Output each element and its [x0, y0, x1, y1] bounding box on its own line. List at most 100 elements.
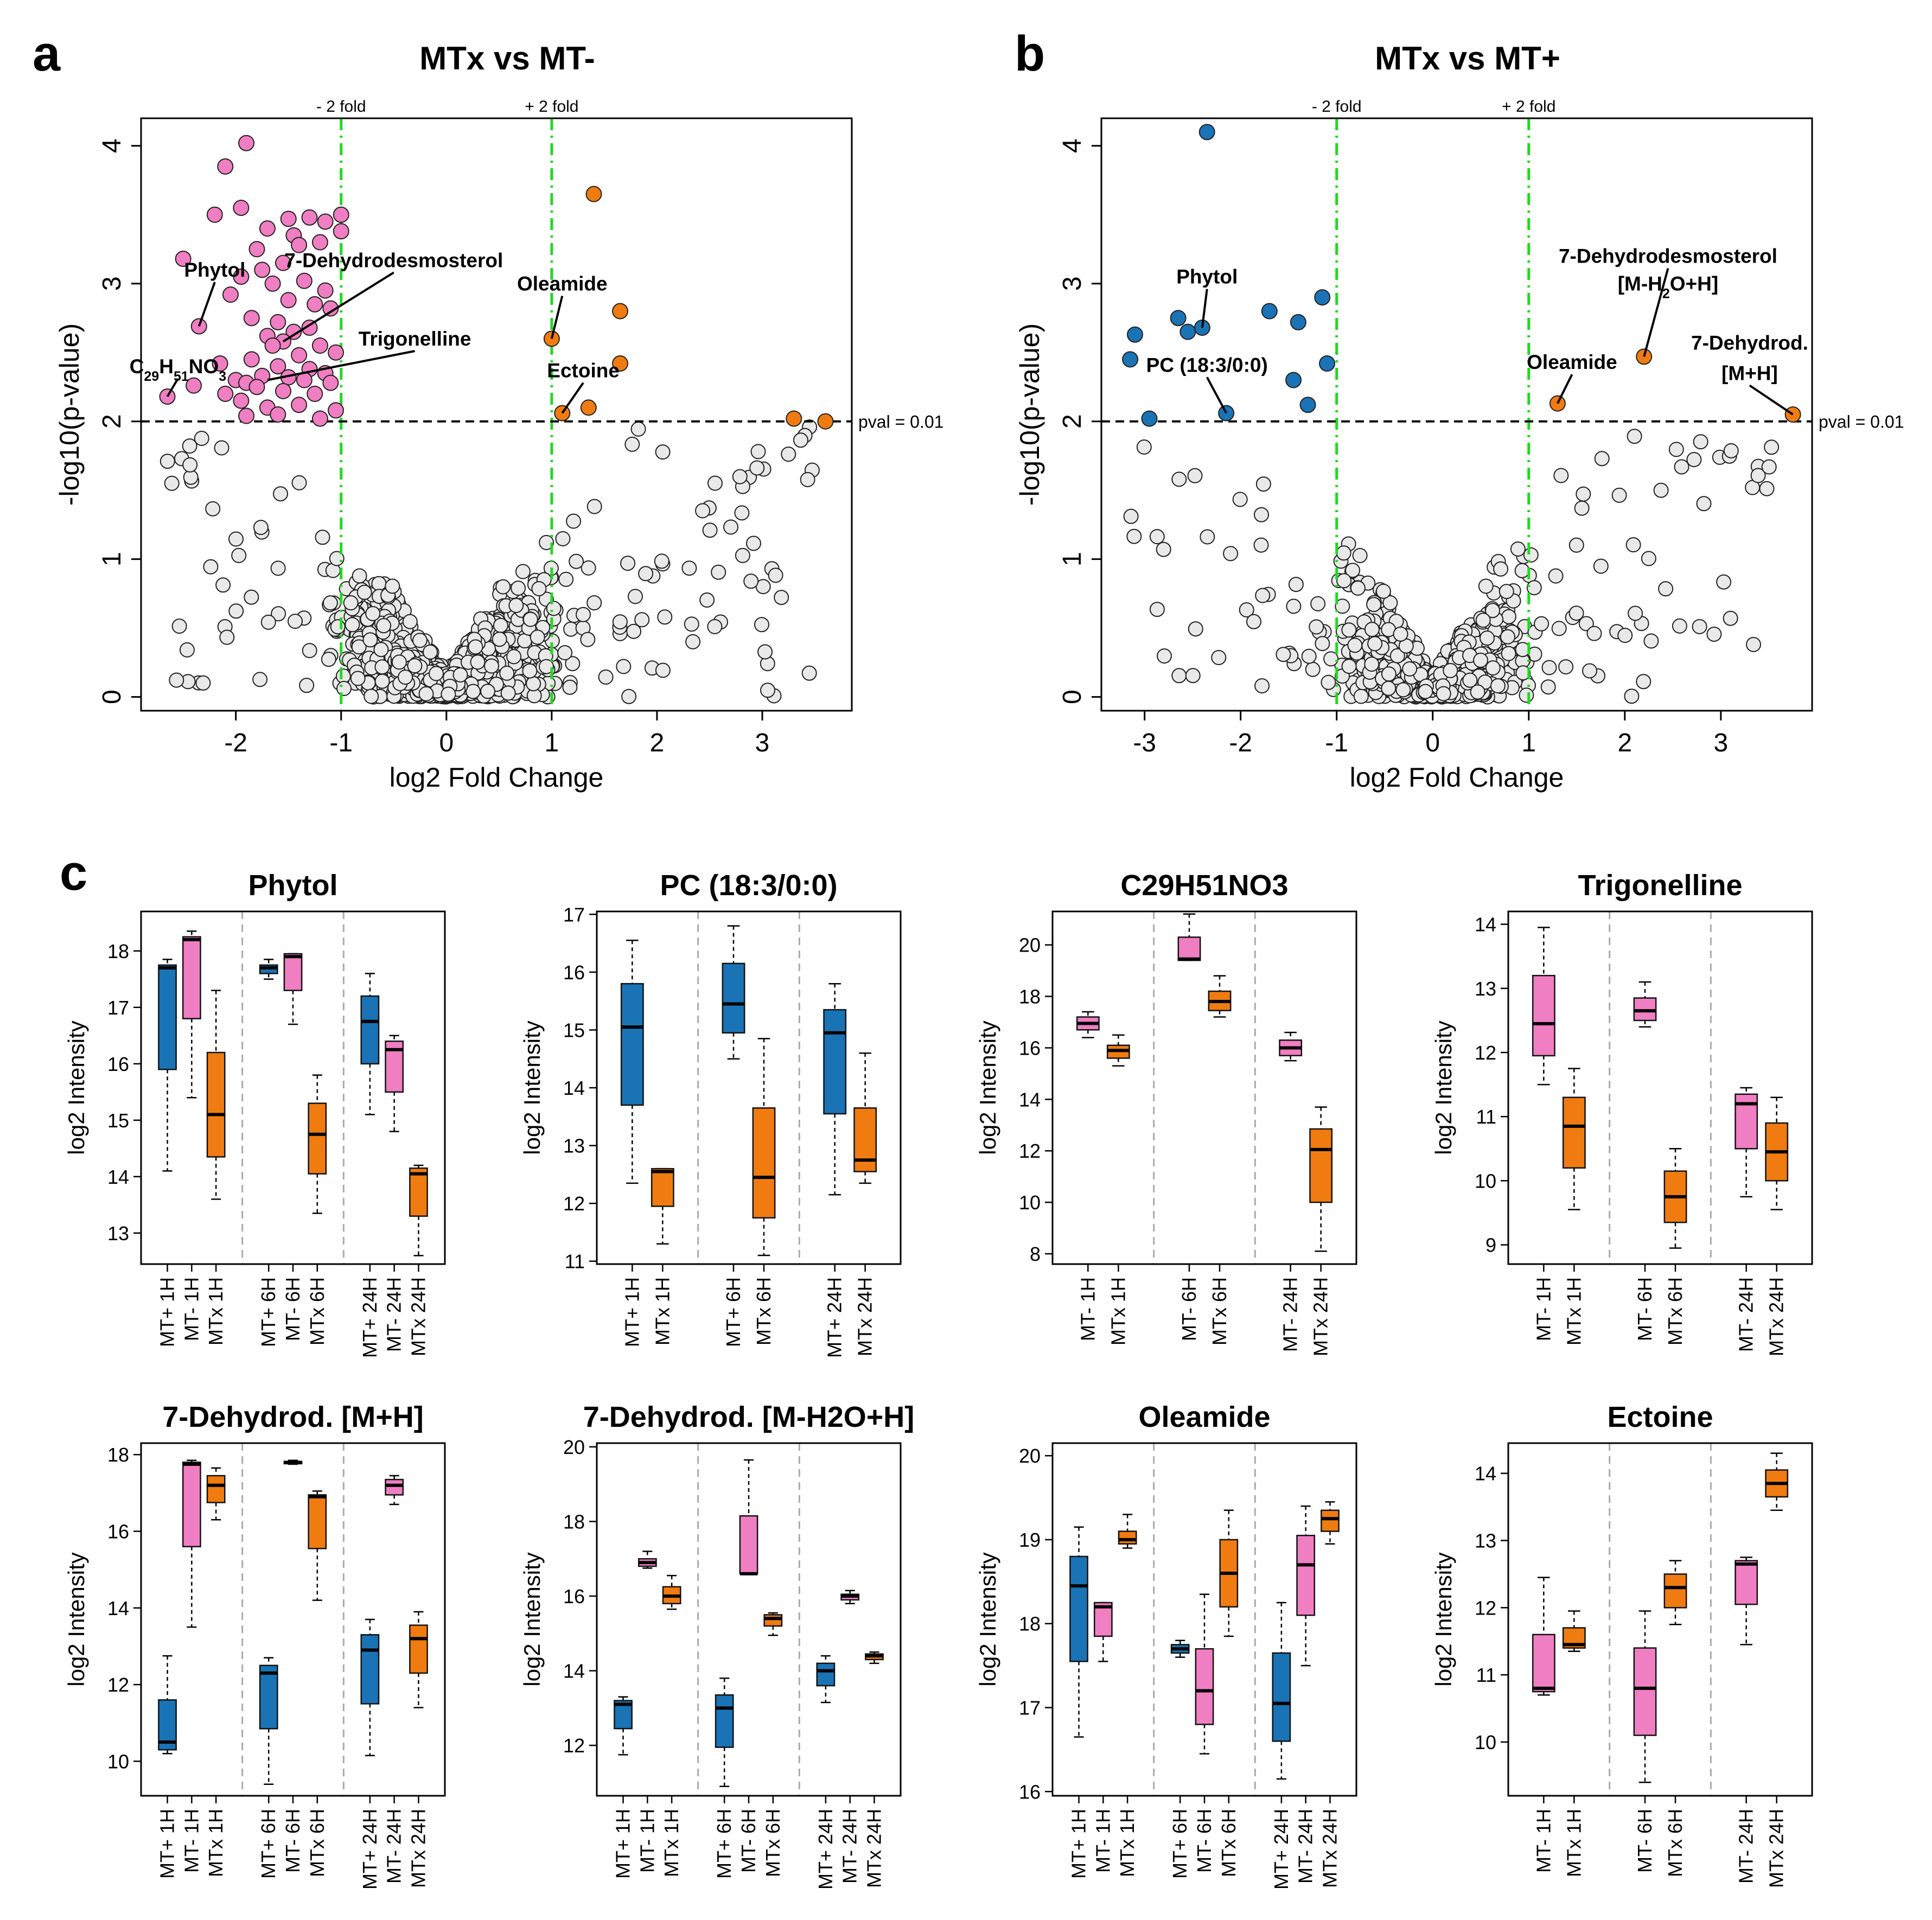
- neutral-point: [291, 475, 307, 490]
- y-tick-label: 18: [107, 1444, 129, 1466]
- neutral-point: [743, 573, 759, 589]
- y-tick-label: 13: [563, 1135, 585, 1157]
- neutral-point: [228, 603, 244, 619]
- neutral-point: [684, 616, 699, 632]
- minus-fold-label-b: - 2 fold: [1312, 98, 1362, 116]
- x-tick-label: 1: [545, 729, 559, 757]
- up-regulated-point: [612, 303, 629, 320]
- neutral-point: [1636, 674, 1652, 690]
- neutral-point: [1594, 451, 1610, 467]
- neutral-point: [757, 644, 773, 660]
- up-regulated-point: [817, 413, 834, 430]
- neutral-point: [1548, 568, 1564, 584]
- box-MT+: [816, 1662, 836, 1687]
- neutral-point: [1126, 528, 1142, 544]
- y-tick-label: 15: [107, 1109, 129, 1132]
- neutral-point: [754, 617, 769, 633]
- neutral-point: [1246, 614, 1261, 629]
- y-tick-label: 18: [563, 1510, 585, 1533]
- neutral-point: [702, 522, 718, 538]
- neutral-point: [530, 629, 545, 645]
- neutral-point: [1641, 551, 1656, 566]
- plus-fold-label-b: + 2 fold: [1502, 98, 1555, 116]
- box-MT+: [259, 1664, 278, 1730]
- neutral-point: [336, 681, 352, 696]
- neutral-point: [1558, 659, 1574, 675]
- neutral-point: [1643, 633, 1659, 649]
- neutral-point: [1693, 434, 1708, 450]
- boxplot-panel: PC (18:3/0:0) MT+ 1H MTx 1H MT+ 6H MTx 6H MT+…: [519, 869, 902, 1358]
- neutral-point: [699, 592, 715, 608]
- neutral-point: [1499, 584, 1514, 599]
- down-regulated-point: [328, 402, 345, 419]
- neutral-point: [707, 475, 723, 491]
- neutral-point: [1515, 665, 1531, 681]
- boxplot-frame: [1051, 910, 1357, 1265]
- neutral-point: [774, 590, 789, 605]
- neutral-point: [1653, 482, 1669, 498]
- box-MTx: [206, 1051, 226, 1158]
- neutral-point: [1187, 468, 1203, 483]
- neutral-point: [562, 679, 578, 695]
- box-MT+: [620, 983, 644, 1106]
- neutral-point: [1696, 496, 1712, 512]
- box-MTx: [308, 1494, 327, 1549]
- x-tick-label: MT- 1H: [180, 1277, 202, 1341]
- x-tick-label: MT- 1H: [1532, 1277, 1554, 1341]
- boxplot-panel: 7-Dehydrod. [M-H2O+H] MT+ 1H MT- 1H MTx 1H M…: [519, 1401, 914, 1890]
- y-axis-label: log2 Intensity: [975, 1020, 1000, 1155]
- neutral-point: [1478, 578, 1494, 594]
- neutral-point: [1156, 541, 1171, 557]
- x-tick-label: MT- 1H: [1092, 1809, 1114, 1873]
- y-tick-label: 13: [107, 1222, 129, 1245]
- neutral-point: [253, 520, 269, 535]
- up-regulated-point: [612, 355, 629, 372]
- neutral-point: [1485, 660, 1501, 676]
- down-regulated-point: [291, 237, 308, 253]
- x-tick-label: MTx 1H: [1563, 1809, 1585, 1877]
- neutral-point: [555, 531, 571, 546]
- neutral-point: [228, 531, 244, 547]
- neutral-point: [707, 619, 723, 634]
- neutral-point: [385, 578, 400, 594]
- annotation-label: [M-H2O+H]: [1618, 272, 1719, 301]
- boxplot-panel: 7-Dehydrod. [M+H] MT+ 1H MT- 1H MTx 1H MT+ 6…: [63, 1401, 446, 1890]
- annotation-label: C29H51NO3: [130, 355, 227, 384]
- annotation-label: PC (18:3/0:0): [1146, 354, 1268, 376]
- y-axis-label-a: -log10(p-value): [54, 323, 85, 506]
- x-tick-label: 3: [1713, 729, 1728, 757]
- neutral-point: [1473, 653, 1488, 668]
- y-tick-label: 12: [1019, 1140, 1041, 1162]
- boxplot-frame: [1051, 1442, 1357, 1797]
- neutral-point: [624, 436, 640, 452]
- neutral-point: [1393, 626, 1408, 642]
- x-tick-label: MT+ 24H: [1270, 1809, 1292, 1890]
- box-MTx: [1562, 1096, 1586, 1169]
- down-regulated-point: [275, 382, 291, 399]
- down-regulated-point: [248, 241, 265, 258]
- neutral-point: [1611, 487, 1627, 503]
- neutral-point: [1286, 598, 1302, 614]
- neutral-point: [1470, 684, 1485, 700]
- boxplot-frame: [1507, 1442, 1813, 1797]
- x-tick-label: -3: [1133, 729, 1156, 757]
- down-regulated-point: [1198, 124, 1215, 141]
- neutral-point: [260, 614, 276, 630]
- annotation-leader: [267, 350, 415, 381]
- y-tick-label: 14: [563, 1077, 585, 1099]
- neutral-point: [321, 652, 336, 667]
- neutral-point: [522, 611, 538, 627]
- neutral-point: [195, 675, 211, 691]
- neutral-point: [468, 639, 483, 655]
- neutral-point: [1381, 680, 1397, 696]
- neutral-point: [203, 559, 219, 575]
- neutral-point: [1149, 529, 1165, 545]
- down-regulated-point: [233, 269, 250, 285]
- neutral-point: [402, 614, 418, 629]
- box-MT-: [1296, 1534, 1316, 1616]
- y-tick-label: 16: [563, 961, 585, 984]
- neutral-point: [634, 612, 650, 628]
- y-axis-label: log2 Intensity: [1431, 1552, 1456, 1687]
- volcano-plot-a: MTx vs MT- - 2 fold + 2 fold pval = 0.01 Phy…: [54, 40, 943, 793]
- neutral-point: [1336, 545, 1351, 561]
